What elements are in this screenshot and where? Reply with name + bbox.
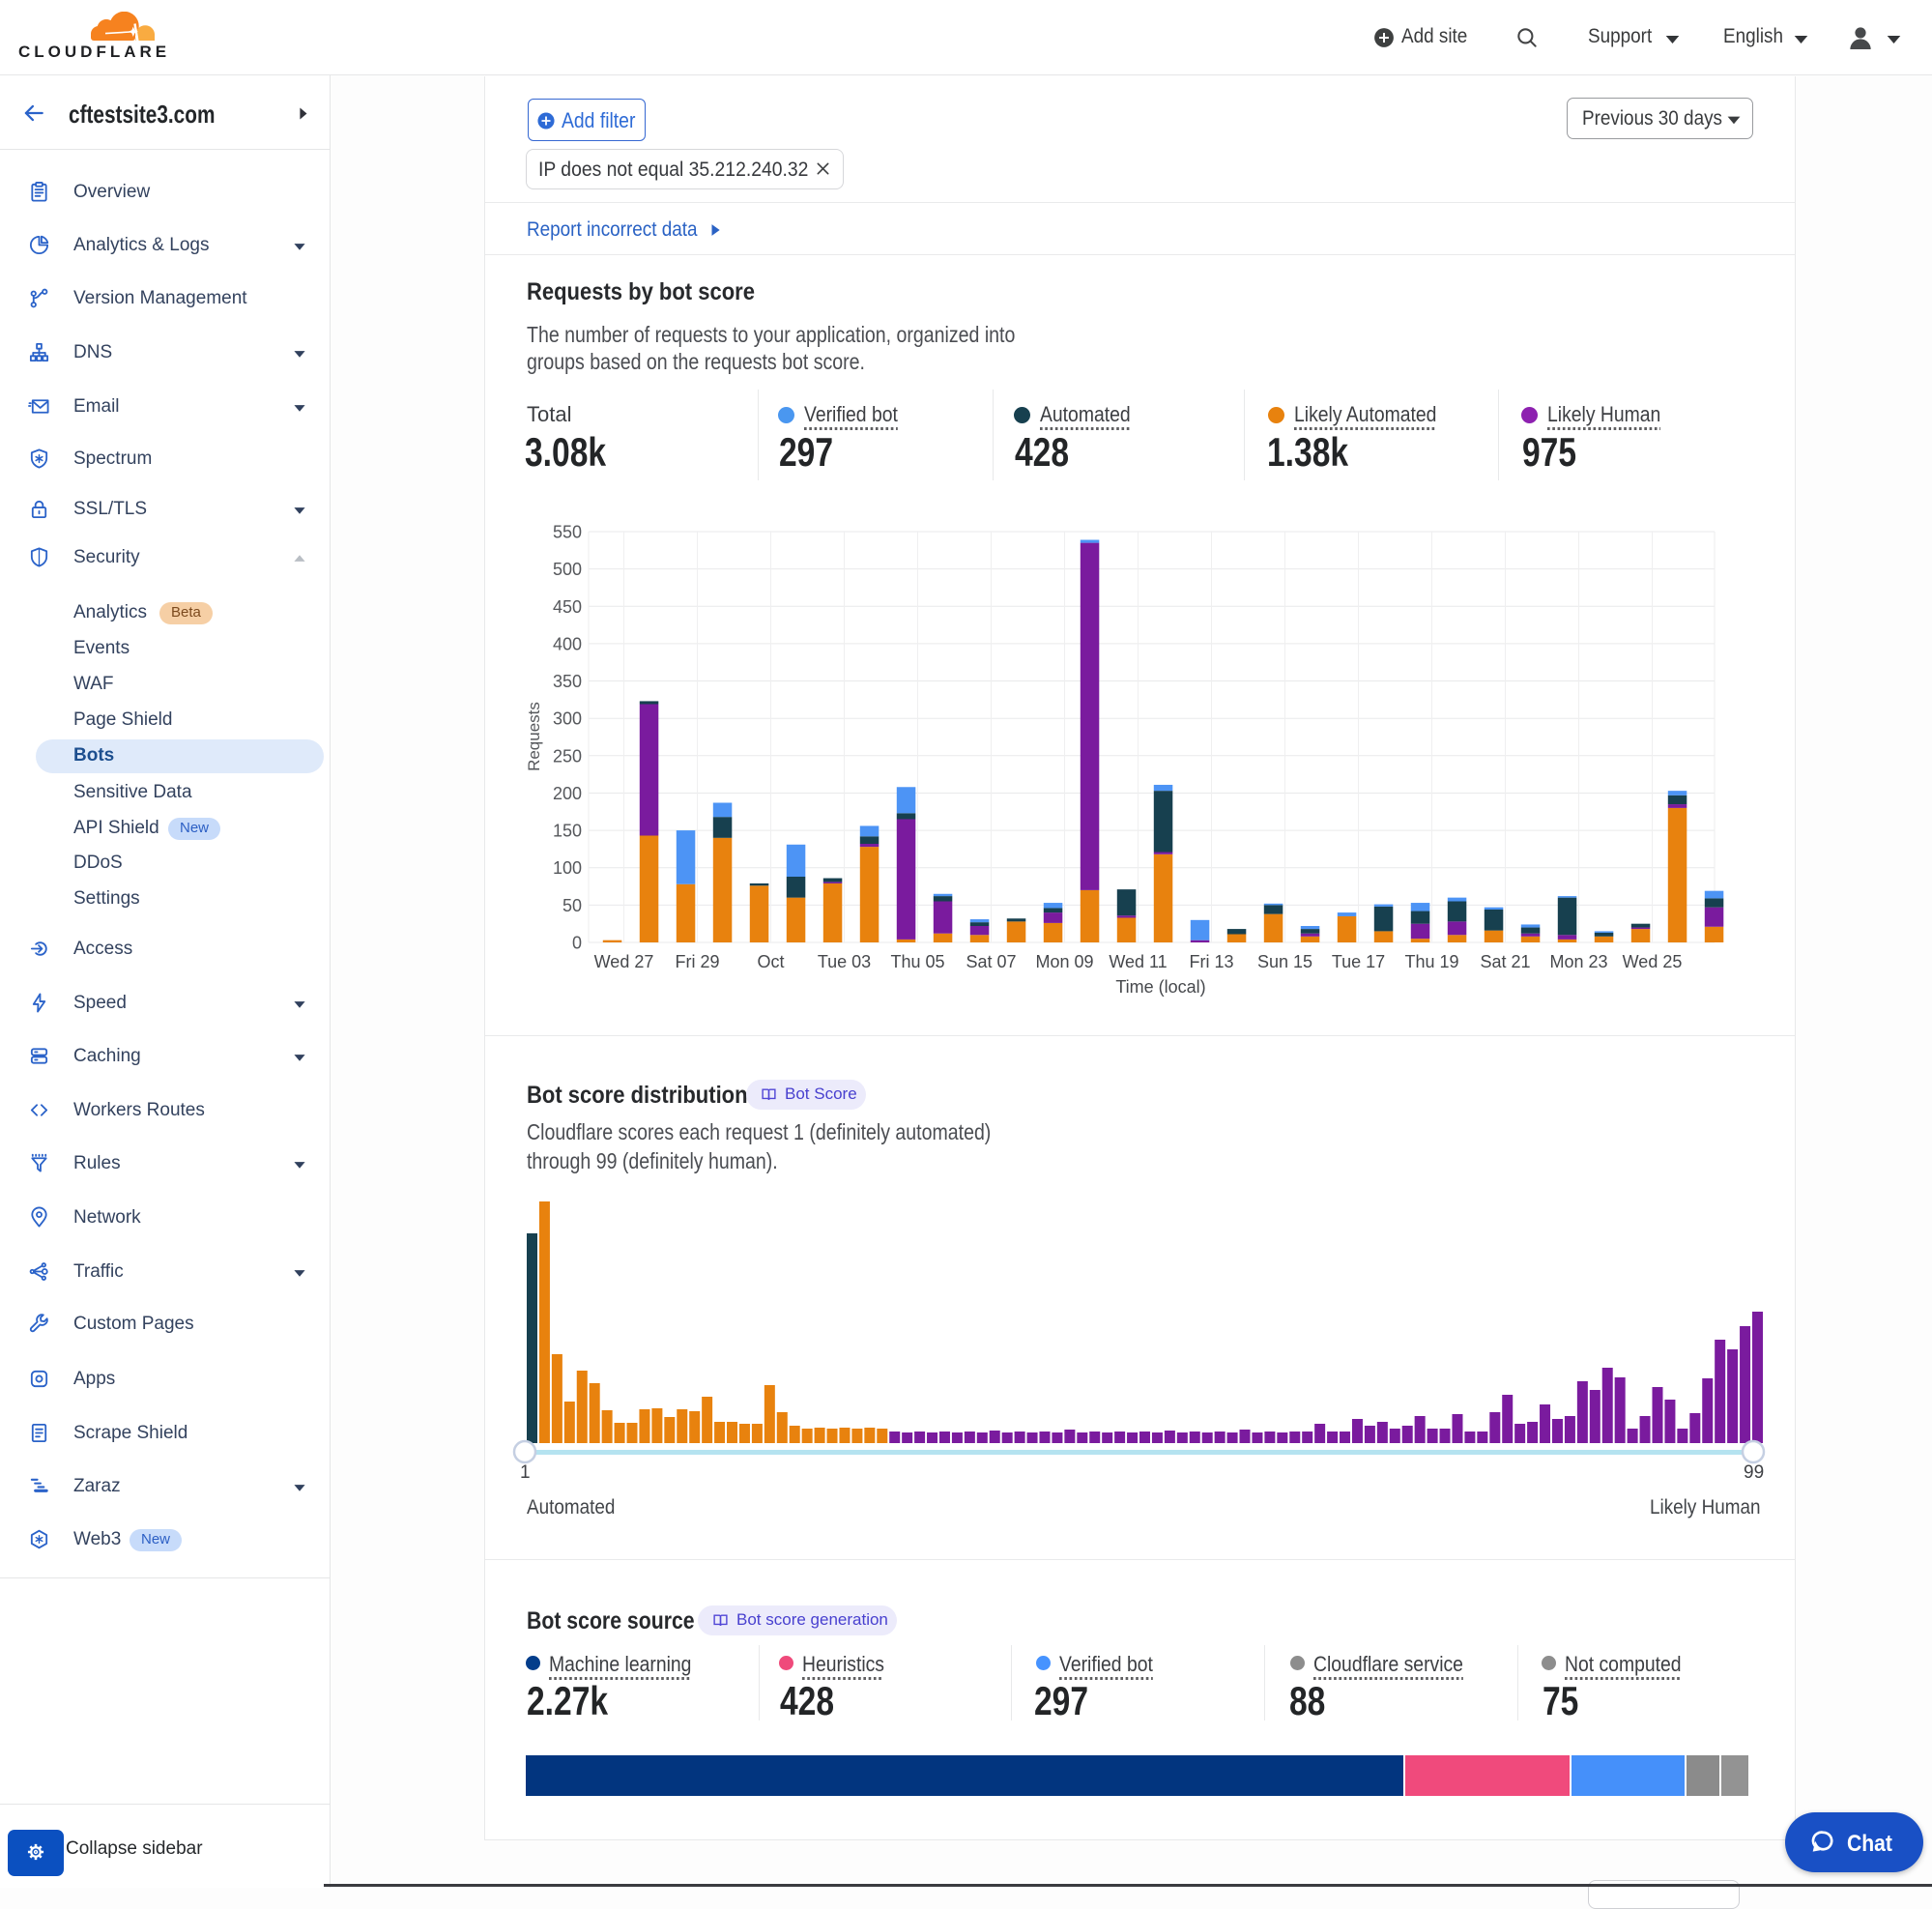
- svg-text:100: 100: [553, 858, 582, 878]
- svg-text:Sat 21: Sat 21: [1480, 952, 1530, 971]
- svg-text:Wed 27: Wed 27: [594, 952, 654, 971]
- svg-text:Tue 03: Tue 03: [818, 952, 871, 971]
- svg-text:350: 350: [553, 672, 582, 691]
- svg-text:Fri 29: Fri 29: [675, 952, 719, 971]
- svg-text:500: 500: [553, 560, 582, 579]
- svg-text:300: 300: [553, 709, 582, 729]
- svg-text:450: 450: [553, 597, 582, 617]
- svg-text:150: 150: [553, 822, 582, 841]
- svg-text:Time (local): Time (local): [1115, 977, 1205, 997]
- svg-text:Wed 25: Wed 25: [1623, 952, 1683, 971]
- svg-text:Requests: Requests: [525, 702, 543, 771]
- svg-text:Thu 19: Thu 19: [1404, 952, 1458, 971]
- svg-text:200: 200: [553, 784, 582, 803]
- svg-text:Tue 17: Tue 17: [1332, 952, 1385, 971]
- svg-text:Mon 09: Mon 09: [1035, 952, 1093, 971]
- svg-text:Thu 05: Thu 05: [890, 952, 944, 971]
- svg-text:250: 250: [553, 746, 582, 766]
- svg-text:Sun 15: Sun 15: [1257, 952, 1312, 971]
- svg-text:0: 0: [572, 934, 582, 953]
- svg-text:Mon 23: Mon 23: [1549, 952, 1607, 971]
- svg-text:400: 400: [553, 634, 582, 653]
- svg-text:Oct: Oct: [757, 952, 784, 971]
- svg-text:Sat 07: Sat 07: [966, 952, 1016, 971]
- svg-text:50: 50: [562, 896, 582, 915]
- svg-text:Fri 13: Fri 13: [1189, 952, 1233, 971]
- svg-text:550: 550: [553, 523, 582, 542]
- svg-text:Wed 11: Wed 11: [1109, 952, 1167, 971]
